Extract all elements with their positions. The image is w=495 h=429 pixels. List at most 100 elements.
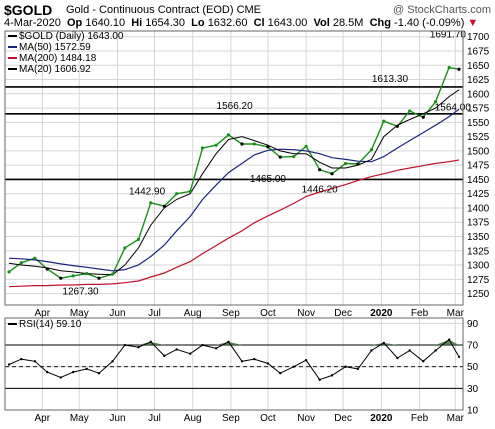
rsi-point [422,360,425,363]
price-ytick-label: 1375 [467,218,490,229]
rsi-point [447,338,451,341]
rsi-point [356,367,360,371]
rsi-point [163,354,166,358]
price-xtick-label: Aug [184,308,202,319]
rsi-point [189,352,192,355]
gold-price-point [214,143,218,147]
rsi-point [149,340,152,344]
price-ytick-label: 1250 [467,289,490,300]
rsi-point [33,360,37,363]
rsi-point [97,372,101,375]
price-ytick-label: 1425 [467,189,490,200]
price-panel-frame [4,30,464,306]
rsi-xtick-label: Nov [297,413,315,424]
price-annotation: 1267.30 [62,287,99,298]
gold-price-point [136,237,141,241]
rsi-point [370,349,373,352]
legend-ma200-text: MA(200) 1484.18 [19,53,97,64]
price-xtick-label: 2020 [370,308,393,319]
price-ytick-label: 1700 [467,32,490,43]
open-label: Op [66,17,83,29]
rsi-panel-frame [4,317,464,411]
gold-price-point [200,146,205,150]
gold-price-point [395,124,399,128]
price-xtick-label: Sep [222,308,240,319]
rsi-point [266,362,270,365]
rsi-point [137,346,140,349]
rsi-point [123,343,127,347]
rsi-ytick-label: 10 [467,406,479,417]
exchange-label: CME [236,4,262,16]
rsi-xtick-label: Sep [222,413,240,424]
gold-price-point [19,261,23,265]
rsi-ytick-label: 90 [467,319,479,330]
gold-price-point [45,267,49,271]
chart-symbol: $GOLD [4,2,53,18]
rsi-point [59,376,62,379]
ma20-line [8,89,460,276]
rsi-point [111,360,114,363]
gold-price-point [318,168,322,172]
low-label: Lo [191,17,205,29]
instrument-name: Gold - Continuous Contract (EOD) CME [66,4,261,16]
rsi-point [318,378,321,381]
rsi-overbought-fill [435,339,450,346]
gold-price-point [226,133,231,137]
rsi-xtick-label: 2020 [370,413,393,424]
rsi-ytick-label: 30 [467,384,479,395]
gold-price-point [123,246,127,250]
price-ytick-label: 1550 [467,118,490,129]
price-annotation: 1446.20 [302,185,339,196]
rsi-ytick-label: 70 [467,341,479,352]
price-ytick-label: 1575 [467,104,490,115]
price-annotation: 1566.20 [217,101,254,112]
close-value: 1643.00 [267,17,308,29]
legend-ma20: MA(20) 1606.92 [8,64,91,75]
price-ytick-label: 1650 [467,61,490,72]
gold-price-point [408,109,412,113]
price-xtick-label: Apr [35,308,51,319]
legend-ma20-text: MA(20) 1606.92 [19,64,91,75]
rsi-point [71,370,75,374]
gold-price-point [85,272,89,276]
gold-price-point [266,145,270,149]
open-value: 1640.10 [85,17,126,29]
quote-date: 4-Mar-2020 [4,17,61,29]
gold-price-point [175,192,179,196]
legend-price: $GOLD (Daily) 1643.00 [8,31,124,42]
price-ytick-label: 1300 [467,261,490,272]
legend-ma50-text: MA(50) 1572.59 [19,42,91,53]
rsi-xtick-label: Oct [260,413,276,424]
gold-price-point [343,161,348,166]
rsi-xtick-label: Dec [334,413,352,424]
price-xtick-label: Jun [109,308,125,319]
rsi-point [214,347,218,350]
rsi-overbought-fill [383,342,398,346]
gold-price-point [330,172,334,176]
rsi-point [201,343,204,347]
gold-price-point [149,201,153,205]
gold-price-point [97,276,101,280]
gold-price-point [447,65,451,70]
price-xtick-label: Dec [334,308,352,319]
rsi-xtick-label: Apr [35,413,51,424]
gold-price-point [292,154,296,159]
price-xtick-label: Oct [260,308,276,319]
close-label: Cl [253,17,265,29]
rsi-point [382,341,385,345]
price-xtick-label: Jul [148,308,161,319]
price-xtick-label: Mar [447,308,465,319]
rsi-point [227,340,230,344]
price-xtick-label: May [70,308,89,319]
rsi-point [7,363,11,366]
change-value: -1.40 (-0.09%) [394,17,465,29]
rsi-point [175,348,178,351]
rsi-xtick-label: Aug [184,413,202,424]
price-ytick-label: 1525 [467,132,490,143]
rsi-point [253,357,256,361]
ma50-line [8,108,460,272]
change-label: Chg [369,17,391,29]
price-ytick-label: 1475 [467,161,490,172]
rsi-point [396,356,399,360]
